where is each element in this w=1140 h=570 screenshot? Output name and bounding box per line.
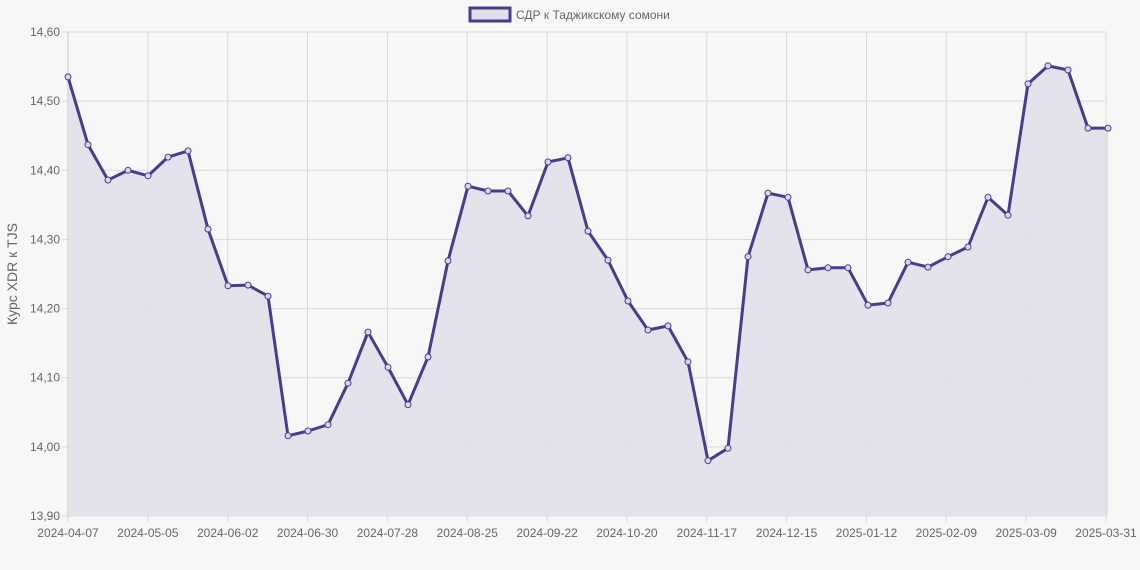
x-tick-label: 2024-06-30 [277,526,339,540]
data-point[interactable] [324,421,332,429]
x-tick-label: 2024-10-20 [596,526,658,540]
data-point[interactable] [844,264,852,272]
x-tick-label: 2024-11-17 [677,526,738,540]
data-point[interactable] [364,328,372,336]
data-point[interactable] [784,193,792,201]
data-point[interactable] [704,457,712,465]
x-tick-label: 2025-03-31 [1075,526,1137,540]
x-tick-label: 2024-04-07 [37,526,99,540]
legend-label[interactable]: СДР к Таджикскому сомони [516,8,670,22]
data-point[interactable] [384,363,392,371]
y-tick-label: 14,40 [30,163,60,177]
data-point[interactable] [744,253,752,261]
x-tick-label: 2024-09-22 [516,526,578,540]
data-point[interactable] [304,427,312,435]
data-point[interactable] [864,301,872,309]
y-tick-label: 13,90 [30,509,60,523]
y-tick-label: 14,00 [30,440,60,454]
data-point[interactable] [924,263,932,271]
data-point[interactable] [984,193,992,201]
data-point[interactable] [284,432,292,440]
data-point[interactable] [124,166,132,174]
data-point[interactable] [164,153,172,161]
data-point[interactable] [524,212,532,220]
data-point[interactable] [204,225,212,233]
data-point[interactable] [224,282,232,290]
x-tick-label: 2025-02-09 [916,526,978,540]
data-point[interactable] [404,401,412,409]
data-point[interactable] [764,189,772,197]
data-point[interactable] [244,281,252,289]
legend-swatch[interactable] [468,6,512,23]
data-point[interactable] [944,253,952,261]
data-point[interactable] [664,322,672,330]
data-point[interactable] [1044,62,1052,70]
data-point[interactable] [1024,80,1032,88]
x-tick-label: 2024-08-25 [437,526,499,540]
y-tick-label: 14,60 [30,25,60,39]
data-point[interactable] [544,158,552,166]
data-point[interactable] [104,176,112,184]
x-tick-label: 2024-05-05 [117,526,179,540]
x-tick-label: 2025-03-09 [995,526,1057,540]
y-tick-label: 14,30 [30,232,60,246]
data-point[interactable] [1104,124,1112,132]
x-axis-ticks: 2024-04-07 2024-05-05 2024-06-02 2024-06-30… [37,526,1137,540]
data-point[interactable] [644,326,652,334]
data-point[interactable] [604,256,612,264]
data-point[interactable] [904,258,912,266]
data-point[interactable] [444,257,452,265]
data-point[interactable] [64,73,72,81]
data-point[interactable] [804,266,812,274]
data-point[interactable] [884,299,892,307]
legend[interactable]: СДР к Таджикскому сомони [468,6,670,23]
data-point[interactable] [484,187,492,195]
data-point[interactable] [684,358,692,366]
data-point[interactable] [144,172,152,180]
data-point[interactable] [344,379,352,387]
y-tick-label: 14,10 [30,371,60,385]
x-tick-label: 2024-07-28 [357,526,419,540]
data-point[interactable] [184,147,192,155]
area-fill [68,65,1108,517]
data-point[interactable] [584,227,592,235]
data-point[interactable] [264,292,272,300]
data-point[interactable] [624,297,632,305]
y-tick-label: 14,50 [30,94,60,108]
y-axis-title: Курс XDR к TJS [4,223,20,325]
data-point[interactable] [964,243,972,251]
data-point[interactable] [424,353,432,361]
data-point[interactable] [1064,66,1072,74]
y-axis-ticks: 13,90 14,00 14,10 14,20 14,30 14,40 14,50 14,60 [30,25,60,523]
data-point[interactable] [1004,211,1012,219]
x-tick-label: 2024-12-15 [756,526,818,540]
x-tick-label: 2025-01-12 [836,526,898,540]
data-point[interactable] [464,182,472,190]
data-point[interactable] [1084,124,1092,132]
data-points [64,62,1112,465]
y-tick-label: 14,20 [30,302,60,316]
data-point[interactable] [564,154,572,162]
x-tick-label: 2024-06-02 [197,526,259,540]
data-point[interactable] [824,264,832,272]
data-point[interactable] [504,187,512,195]
data-point[interactable] [84,141,92,149]
data-point[interactable] [724,444,732,452]
